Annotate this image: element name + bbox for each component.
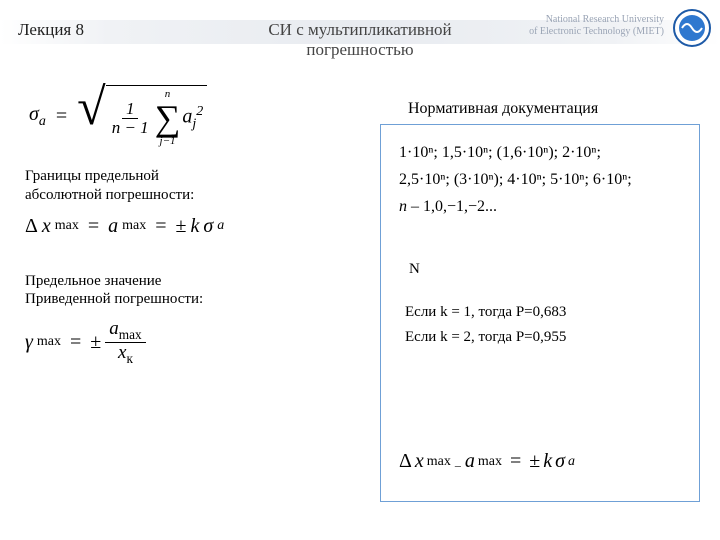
- uni-line1: National Research University: [546, 14, 664, 25]
- b-suba: a: [568, 454, 575, 470]
- sym-delta: Δ: [25, 215, 38, 238]
- sym-sigma: σ: [29, 103, 39, 125]
- frac-den: n − 1: [112, 118, 149, 137]
- sub-max1: max: [55, 218, 79, 234]
- series-line3: n – 1,0,−1,−2...: [399, 193, 685, 220]
- b-a: a: [465, 450, 475, 473]
- eq-sign: =: [56, 105, 67, 128]
- sub-max2: max: [122, 218, 146, 234]
- formula-sigma-a: σa = √ 1 n − 1 n ∑ j−1 aj2: [29, 85, 355, 147]
- pm2: ±: [90, 331, 101, 354]
- summation: n ∑ j−1: [155, 89, 181, 147]
- normative-box: 1·10ⁿ; 1,5·10ⁿ; (1,6·10ⁿ); 2·10ⁿ; 2,5·10…: [380, 124, 700, 502]
- lecture-label: Лекция 8: [18, 20, 84, 40]
- b-delta: Δ: [399, 450, 412, 473]
- series-n: n: [399, 198, 407, 215]
- pm1: ±: [176, 215, 187, 238]
- caption-reduced-l1: Предельное значение: [25, 273, 161, 289]
- b-max2: max: [478, 454, 502, 470]
- eq3: =: [155, 215, 166, 238]
- sub-a: a: [39, 114, 46, 129]
- header: Лекция 8 СИ с мультипликативной погрешно…: [0, 0, 720, 60]
- caption-boundary: Границы предельной абсолютной погрешност…: [25, 167, 355, 205]
- formula-delta-xmax: Δxmax = amax = ±kσa: [25, 215, 355, 238]
- series-line1: 1·10ⁿ; 1,5·10ⁿ; (1,6·10ⁿ); 2·10ⁿ;: [399, 139, 685, 166]
- a-term: a: [182, 105, 192, 127]
- frac-num: 1: [122, 100, 139, 119]
- slide-title: СИ с мультипликативной погрешностью: [268, 20, 451, 59]
- series-n-vals: – 1,0,−1,−2...: [407, 198, 497, 215]
- formula-gamma-max: γmax = ± amax xк: [25, 319, 355, 366]
- sub-a2: a: [217, 218, 224, 234]
- sym-sigma2: σ: [203, 215, 213, 238]
- sqrt-wrap: √ 1 n − 1 n ∑ j−1 aj2: [77, 85, 207, 147]
- sym-k: k: [191, 215, 200, 238]
- university-name: National Research University of Electron…: [529, 14, 664, 38]
- series-line2: 2,5·10ⁿ; (3·10ⁿ); 4·10ⁿ; 5·10ⁿ; 6·10ⁿ;: [399, 166, 685, 193]
- eq4: =: [70, 331, 81, 354]
- right-column: Нормативная документация 1·10ⁿ; 1,5·10ⁿ;…: [380, 100, 700, 502]
- num-max: max: [119, 327, 142, 342]
- formula-bottom: Δxmax – amax = ±kσa: [399, 450, 575, 473]
- sym-a: a: [108, 215, 118, 238]
- k1-text: Если k = 1, тогда P=0,683: [405, 304, 566, 320]
- b-max1: max: [427, 454, 451, 470]
- n-label: N: [409, 261, 685, 278]
- num-a: a: [109, 318, 119, 339]
- sym-gamma: γ: [25, 331, 33, 354]
- k1-line: Если k = 1, тогда P=0,683: [405, 304, 685, 321]
- uni-line2: of Electronic Technology (MIET): [529, 26, 664, 37]
- b-eq: =: [510, 450, 521, 473]
- frac-1-n-1: 1 n − 1: [108, 100, 153, 137]
- b-pm: ±: [529, 450, 540, 473]
- k2-text: Если k = 2, тогда P=0,955: [405, 329, 566, 345]
- b-x: x: [415, 450, 424, 473]
- sum-lower: j−1: [160, 136, 176, 147]
- frac-amax-xk: amax xк: [105, 319, 145, 366]
- sym-x: x: [42, 215, 51, 238]
- k2-line: Если k = 2, тогда P=0,955: [405, 329, 685, 346]
- den-k: к: [126, 351, 132, 366]
- sup-2: 2: [196, 104, 203, 119]
- b-k: k: [543, 450, 552, 473]
- slide-title-line2: погрешностью: [306, 40, 413, 59]
- normative-label: Нормативная документация: [408, 100, 700, 118]
- left-column: σa = √ 1 n − 1 n ∑ j−1 aj2 Границы преде…: [25, 85, 355, 366]
- eq2: =: [88, 215, 99, 238]
- caption-reduced-l2: Приведенной погрешности:: [25, 291, 203, 307]
- slide-title-line1: СИ с мультипликативной: [268, 20, 451, 39]
- caption-reduced: Предельное значение Приведенной погрешно…: [25, 272, 355, 310]
- series-values: 1·10ⁿ; 1,5·10ⁿ; (1,6·10ⁿ); 2·10ⁿ; 2,5·10…: [399, 139, 685, 221]
- sub-max3: max: [37, 334, 61, 350]
- b-sigma: σ: [555, 450, 565, 473]
- miet-logo-icon: [672, 8, 712, 48]
